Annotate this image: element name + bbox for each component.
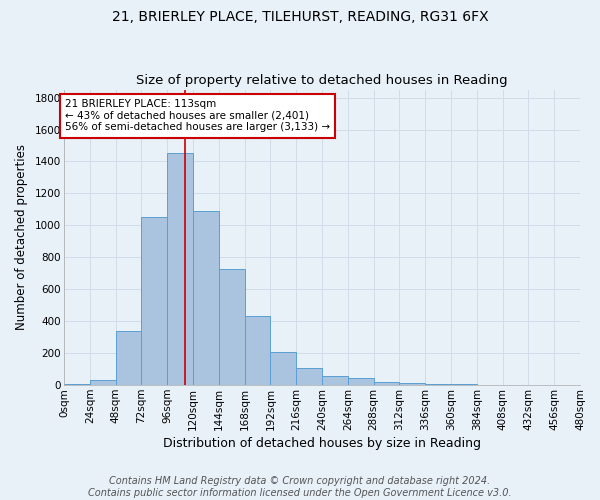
Bar <box>400 383 425 385</box>
Title: Size of property relative to detached houses in Reading: Size of property relative to detached ho… <box>136 74 508 87</box>
Bar <box>477 384 503 385</box>
Bar <box>193 211 219 385</box>
Bar <box>322 376 348 385</box>
Text: 21, BRIERLEY PLACE, TILEHURST, READING, RG31 6FX: 21, BRIERLEY PLACE, TILEHURST, READING, … <box>112 10 488 24</box>
Text: 21 BRIERLEY PLACE: 113sqm
← 43% of detached houses are smaller (2,401)
56% of se: 21 BRIERLEY PLACE: 113sqm ← 43% of detac… <box>65 99 330 132</box>
Bar <box>219 268 245 385</box>
Bar <box>245 316 271 385</box>
Bar <box>90 380 116 385</box>
X-axis label: Distribution of detached houses by size in Reading: Distribution of detached houses by size … <box>163 437 481 450</box>
Bar <box>374 382 400 385</box>
Bar <box>296 368 322 385</box>
Bar <box>142 218 167 385</box>
Y-axis label: Number of detached properties: Number of detached properties <box>15 144 28 330</box>
Bar <box>425 384 451 385</box>
Bar <box>271 352 296 385</box>
Bar <box>64 384 90 385</box>
Bar <box>348 378 374 385</box>
Text: Contains HM Land Registry data © Crown copyright and database right 2024.
Contai: Contains HM Land Registry data © Crown c… <box>88 476 512 498</box>
Bar <box>167 154 193 385</box>
Bar <box>116 331 142 385</box>
Bar <box>451 384 477 385</box>
